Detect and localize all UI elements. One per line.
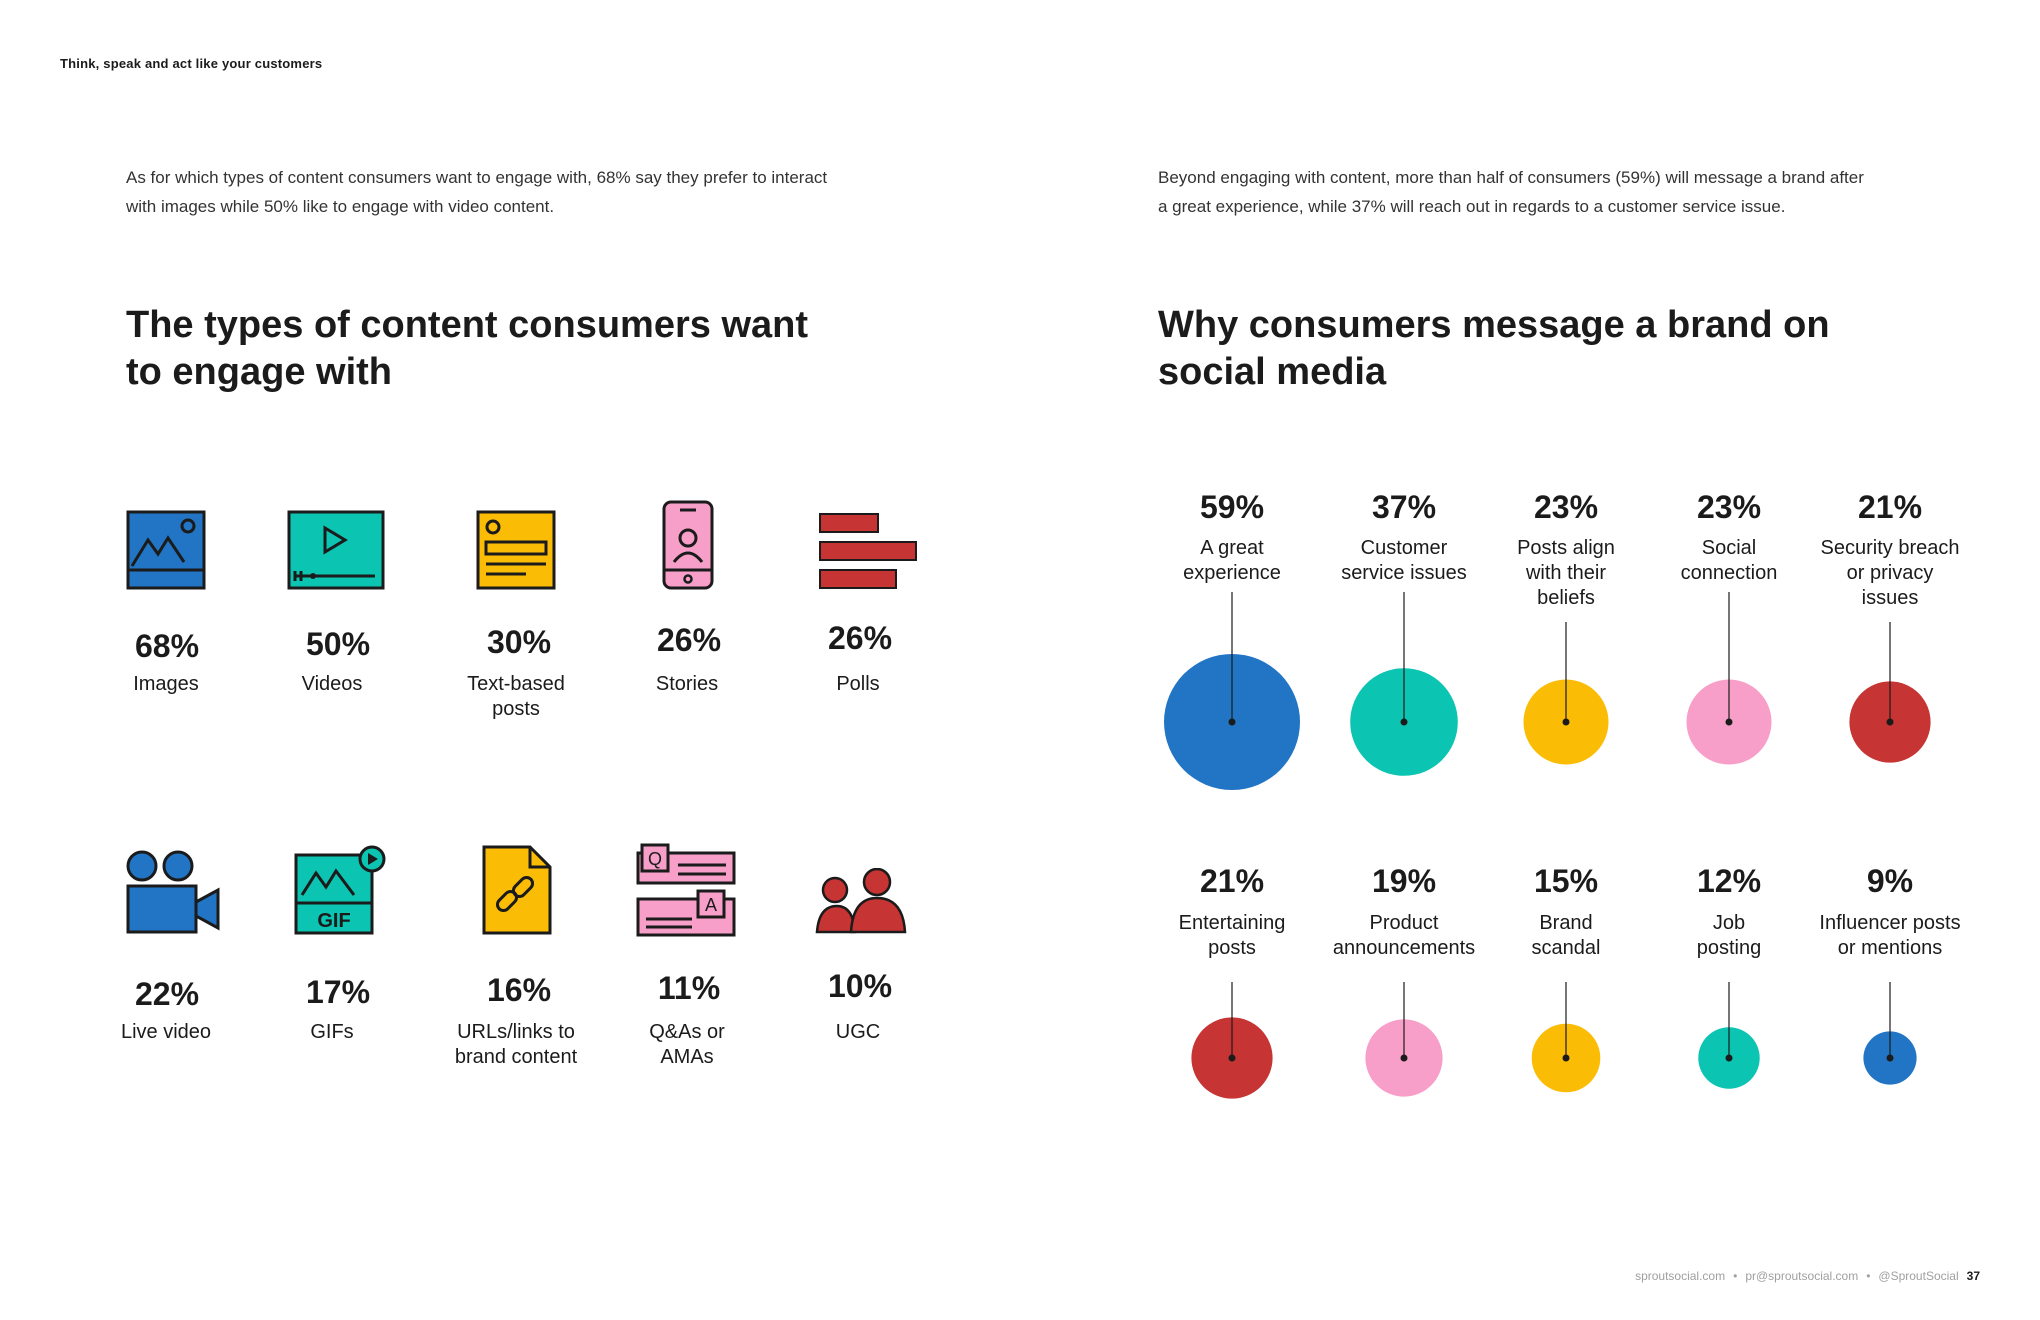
left-intro-line2: with images while 50% like to engage wit… bbox=[126, 197, 555, 216]
bubble-center-dot bbox=[1400, 718, 1408, 726]
right-intro-line1: Beyond engaging with content, more than … bbox=[1158, 168, 1864, 187]
qa-a-text: A bbox=[705, 895, 717, 915]
stat-polls-label: Polls bbox=[836, 673, 880, 695]
bubble-label-security-breach-or-privacy-issues: or privacy bbox=[1847, 562, 1934, 584]
footer-sep: • bbox=[1733, 1269, 1738, 1283]
stat-qa-pct: 11% bbox=[657, 970, 721, 1006]
bubble-label-a-great-experience: experience bbox=[1183, 562, 1281, 584]
bubble-label-posts-align-with-their-beliefs: beliefs bbox=[1537, 587, 1595, 609]
poll-bars-icon bbox=[819, 513, 917, 589]
footer-site[interactable]: sproutsocial.com bbox=[1635, 1269, 1726, 1283]
right-intro: Beyond engaging with content, more than … bbox=[1158, 163, 1948, 221]
bubble-center-dot bbox=[1562, 718, 1570, 726]
bubble-label-brand-scandal: scandal bbox=[1532, 937, 1601, 959]
bubble-center-dot bbox=[1562, 1054, 1570, 1062]
gif-icon-text: GIF bbox=[317, 910, 350, 932]
bubble-center-dot bbox=[1725, 1054, 1733, 1062]
bubble-center-dot bbox=[1228, 1054, 1236, 1062]
bubble-label-entertaining-posts: posts bbox=[1208, 937, 1256, 959]
bubble-center-dot bbox=[1400, 1054, 1408, 1062]
bubble-pct-product-announcements: 19% bbox=[1372, 863, 1436, 899]
bubble-pct-social-connection: 23% bbox=[1697, 489, 1761, 525]
right-title-line2: social media bbox=[1158, 351, 1387, 393]
bubble-pct-posts-align-with-their-beliefs: 23% bbox=[1534, 489, 1598, 525]
footer-email[interactable]: pr@sproutsocial.com bbox=[1745, 1269, 1859, 1283]
bubble-label-security-breach-or-privacy-issues: Security breach bbox=[1821, 537, 1960, 559]
bubble-pct-security-breach-or-privacy-issues: 21% bbox=[1858, 489, 1922, 525]
gif-icon: GIF bbox=[294, 845, 386, 935]
stat-qa-label: Q&As or AMAs bbox=[649, 1021, 725, 1068]
bubble-label-posts-align-with-their-beliefs: with their bbox=[1525, 562, 1606, 584]
bubble-label-social-connection: Social bbox=[1702, 537, 1756, 559]
footer-handle[interactable]: @SproutSocial bbox=[1878, 1269, 1959, 1283]
left-title: The types of content consumers want to e… bbox=[126, 302, 906, 396]
bubble-label-posts-align-with-their-beliefs: Posts align bbox=[1517, 537, 1615, 559]
stat-gifs-label: GIFs bbox=[310, 1021, 354, 1043]
page-number: 37 bbox=[1966, 1269, 1980, 1283]
right-title-line1: Why consumers message a brand on bbox=[1158, 304, 1830, 346]
stat-gifs-pct: 17% bbox=[305, 974, 371, 1010]
left-title-line1: The types of content consumers want bbox=[126, 304, 808, 346]
stat-images-pct: 68% bbox=[134, 628, 200, 664]
stat-ugc-label: UGC bbox=[835, 1021, 881, 1043]
stat-live-video-label: Live video bbox=[120, 1021, 212, 1043]
video-camera-icon bbox=[126, 850, 220, 934]
bubble-label-social-connection: connection bbox=[1681, 562, 1778, 584]
stat-text-posts-pct: 30% bbox=[486, 624, 552, 660]
left-intro: As for which types of content consumers … bbox=[126, 163, 916, 221]
bubble-label-job-posting: posting bbox=[1697, 937, 1762, 959]
bubble-center-dot bbox=[1228, 718, 1236, 726]
bubble-center-dot bbox=[1725, 718, 1733, 726]
bubble-pct-entertaining-posts: 21% bbox=[1200, 863, 1264, 899]
qa-cards-icon: Q A bbox=[636, 843, 736, 937]
stat-images-label: Images bbox=[133, 673, 199, 695]
phone-story-icon bbox=[662, 500, 714, 590]
bubble-label-influencer-posts-or-mentions: or mentions bbox=[1838, 937, 1943, 959]
bubble-center-dot bbox=[1886, 718, 1894, 726]
stat-polls-pct: 26% bbox=[827, 620, 893, 656]
qa-q-text: Q bbox=[648, 849, 662, 869]
bubble-label-product-announcements: Product bbox=[1370, 912, 1439, 934]
right-title: Why consumers message a brand on social … bbox=[1158, 302, 1938, 396]
footer-sep: • bbox=[1866, 1269, 1871, 1283]
bubble-pct-a-great-experience: 59% bbox=[1200, 489, 1264, 525]
bubble-pct-customer-service-issues: 37% bbox=[1372, 489, 1436, 525]
stat-urls-label: URLs/links to brand content bbox=[454, 1021, 578, 1068]
bubble-center-dot bbox=[1886, 1054, 1894, 1062]
stat-urls-pct: 16% bbox=[486, 972, 552, 1008]
bubble-label-customer-service-issues: Customer bbox=[1361, 537, 1448, 559]
stat-stories-pct: 26% bbox=[656, 622, 722, 658]
bubble-chart: 59% A great experience 37% Customer service i… bbox=[1164, 489, 1961, 1099]
stat-stories-label: Stories bbox=[655, 673, 719, 695]
text-post-icon bbox=[476, 510, 556, 590]
bubble-pct-influencer-posts-or-mentions: 9% bbox=[1867, 863, 1913, 899]
bubble-pct-job-posting: 12% bbox=[1697, 863, 1761, 899]
bubble-label-product-announcements: announcements bbox=[1333, 937, 1475, 959]
bubble-label-brand-scandal: Brand bbox=[1539, 912, 1592, 934]
stat-live-video-pct: 22% bbox=[134, 976, 200, 1012]
bubble-pct-brand-scandal: 15% bbox=[1534, 863, 1598, 899]
stat-text-posts-label: Text-based posts bbox=[467, 673, 565, 720]
footer: sproutsocial.com • pr@sproutsocial.com • @Sp… bbox=[1635, 1269, 1980, 1283]
bubble-label-security-breach-or-privacy-issues: issues bbox=[1862, 587, 1919, 609]
image-icon bbox=[126, 510, 206, 590]
running-head: Think, speak and act like your customers bbox=[60, 56, 323, 71]
video-player-icon bbox=[287, 510, 385, 590]
right-intro-line2: a great experience, while 37% will reach… bbox=[1158, 197, 1786, 216]
bubble-label-influencer-posts-or-mentions: Influencer posts bbox=[1819, 912, 1960, 934]
bubble-label-entertaining-posts: Entertaining bbox=[1179, 912, 1286, 934]
bubble-label-job-posting: Job bbox=[1713, 912, 1745, 934]
bubble-label-customer-service-issues: service issues bbox=[1341, 562, 1467, 584]
left-intro-line1: As for which types of content consumers … bbox=[126, 168, 828, 187]
left-title-line2: to engage with bbox=[126, 351, 392, 393]
stat-ugc-pct: 10% bbox=[827, 968, 893, 1004]
link-document-icon bbox=[482, 845, 552, 935]
bubble-label-a-great-experience: A great bbox=[1200, 537, 1264, 559]
users-icon bbox=[815, 868, 907, 934]
stat-videos-pct: 50% bbox=[305, 626, 371, 662]
stat-videos-label: Videos bbox=[301, 673, 363, 695]
